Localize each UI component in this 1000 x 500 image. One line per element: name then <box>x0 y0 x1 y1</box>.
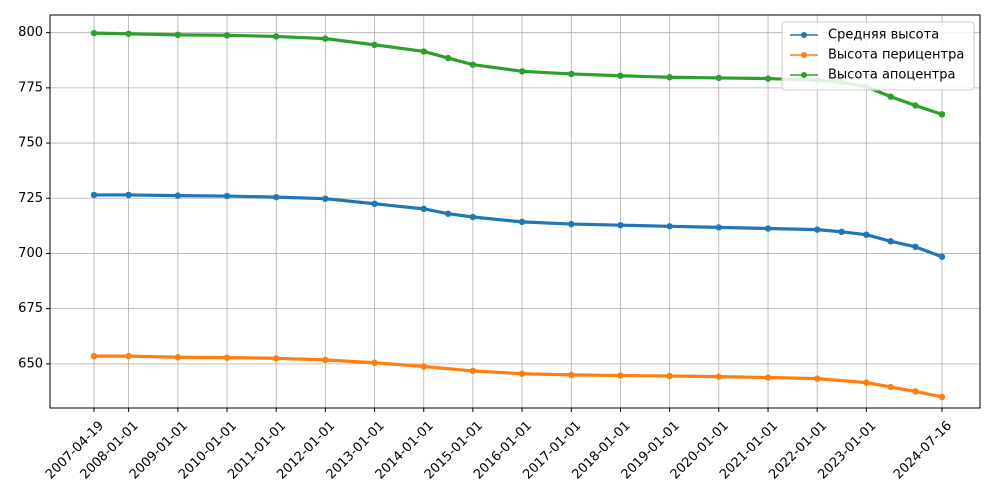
data-point <box>568 371 575 379</box>
data-point <box>912 102 919 109</box>
data-point <box>568 220 575 228</box>
series-line <box>94 193 943 259</box>
data-point <box>322 35 329 42</box>
data-point <box>444 54 452 62</box>
series-line <box>94 354 943 399</box>
y-tick-label: 725 <box>18 191 43 206</box>
series-2 <box>90 352 946 401</box>
data-point <box>568 70 575 78</box>
data-point <box>223 192 231 200</box>
data-point <box>938 393 946 401</box>
data-point <box>838 228 845 236</box>
data-point <box>272 355 280 362</box>
data-point <box>666 223 673 230</box>
data-point <box>322 356 329 364</box>
y-tick-label: 775 <box>18 80 43 95</box>
data-point <box>174 31 182 39</box>
data-point <box>469 61 477 68</box>
data-point <box>887 93 894 100</box>
y-axis-ticks: 650 675 700 725 750 775 800 <box>18 25 50 371</box>
data-point <box>666 74 673 81</box>
data-point <box>469 213 477 221</box>
data-point <box>617 72 624 79</box>
data-point <box>371 41 378 49</box>
data-point <box>912 388 919 395</box>
data-point <box>938 253 946 260</box>
data-point <box>90 191 98 199</box>
data-point <box>90 352 98 360</box>
legend-marker-2 <box>801 52 807 58</box>
data-point <box>469 367 477 375</box>
data-point <box>272 193 280 201</box>
data-point <box>863 379 870 386</box>
y-tick-label: 700 <box>18 246 43 261</box>
data-point <box>322 195 329 202</box>
data-point <box>715 373 722 380</box>
data-point <box>223 354 231 361</box>
data-point <box>174 192 182 199</box>
data-point <box>764 75 772 82</box>
y-tick-label: 650 <box>18 356 43 371</box>
data-point <box>887 238 894 245</box>
legend-marker-3 <box>801 72 807 78</box>
legend: Средняя высота Высота перицентра Высота ап… <box>781 21 975 91</box>
series-1 <box>90 191 946 260</box>
grid-lines <box>50 15 980 408</box>
y-tick-label: 800 <box>18 25 43 40</box>
legend-label-1: Средняя высота <box>828 28 939 43</box>
data-point <box>938 111 946 118</box>
data-point <box>715 224 722 231</box>
data-point <box>764 374 772 381</box>
data-point <box>125 191 132 199</box>
data-point <box>617 221 624 229</box>
y-tick-label: 750 <box>18 136 43 151</box>
data-point <box>420 205 427 213</box>
legend-label-3: Высота апоцентра <box>828 68 956 83</box>
data-point <box>518 218 526 226</box>
data-point <box>272 33 280 40</box>
data-point <box>518 370 526 377</box>
legend-marker-1 <box>801 32 807 38</box>
data-point <box>715 74 722 82</box>
data-point <box>813 226 821 233</box>
data-point <box>887 383 894 391</box>
data-point <box>174 354 182 361</box>
data-point <box>912 243 919 251</box>
data-point <box>371 200 378 207</box>
data-point <box>420 48 427 55</box>
data-point <box>125 352 132 360</box>
data-point <box>223 32 231 39</box>
data-point <box>617 372 624 379</box>
data-point <box>371 359 378 366</box>
data-point <box>813 375 821 382</box>
data-point <box>125 30 132 37</box>
data-point <box>518 68 526 75</box>
x-tick-label: 2024-07-16 <box>891 418 955 482</box>
data-point <box>90 29 98 37</box>
data-point <box>863 231 870 238</box>
legend-label-2: Высота перицентра <box>828 48 964 63</box>
data-point <box>666 372 673 380</box>
y-tick-label: 675 <box>18 301 43 316</box>
x-axis-ticks: 2007-04-192008-01-012009-01-012010-01-01… <box>43 408 955 482</box>
data-point <box>420 363 427 370</box>
data-point <box>764 225 772 232</box>
plot-area-frame <box>49 14 981 409</box>
legend-box <box>781 21 975 91</box>
data-point <box>444 210 452 217</box>
